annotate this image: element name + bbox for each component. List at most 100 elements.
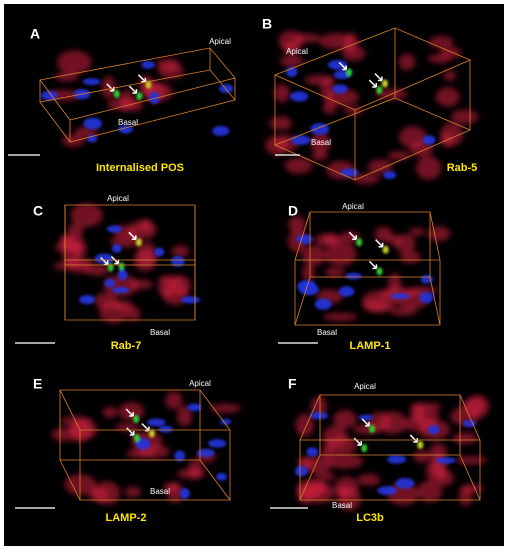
nucleus [377, 486, 398, 495]
panel-image [8, 47, 236, 156]
nucleus [94, 253, 114, 264]
cell-signal [279, 55, 304, 68]
arrow [375, 239, 384, 248]
basal-label: Basal [150, 487, 170, 496]
cell-signal [443, 70, 457, 81]
marker-spot [376, 86, 383, 95]
panel-caption: LAMP-2 [106, 512, 147, 524]
nucleus [435, 457, 456, 464]
basal-label: Basal [118, 118, 138, 127]
cell-signal [176, 405, 193, 427]
basal-label: Basal [317, 328, 337, 337]
marker-spot [135, 238, 142, 247]
marker-spot [133, 415, 140, 424]
cell-layer [46, 50, 184, 147]
nucleus [395, 477, 415, 489]
marker-spot [148, 429, 155, 438]
marker-spot [118, 262, 125, 271]
panel-caption: Rab-7 [111, 340, 142, 352]
basal-label: Basal [332, 501, 352, 510]
cell-signal [310, 131, 331, 155]
panel-image [278, 211, 451, 344]
cell-signal [412, 450, 431, 463]
cell-signal [352, 173, 380, 184]
cell-signal [388, 272, 402, 294]
arrow [125, 408, 134, 417]
marker-spot [417, 440, 424, 449]
nucleus [327, 59, 348, 70]
nucleus [135, 438, 151, 450]
cell-signal [466, 395, 490, 418]
marker-spot [346, 68, 353, 77]
panel-letter: C [33, 203, 43, 219]
panel-letter: A [30, 26, 40, 42]
cell-signal [387, 151, 411, 161]
marker-spot [381, 79, 388, 88]
cell-signal [107, 97, 136, 111]
arrow [100, 256, 109, 266]
cell-signal [387, 234, 402, 246]
nucleus [345, 272, 362, 280]
cell-signal [439, 47, 462, 59]
cell-signal [452, 432, 478, 445]
cell-signal [269, 116, 293, 131]
apical-label: Apical [107, 194, 129, 203]
cell-signal [322, 313, 358, 322]
nucleus [104, 278, 116, 288]
nucleus [83, 117, 103, 130]
nucleus [216, 472, 228, 481]
panel-image [15, 389, 242, 509]
nucleus [310, 123, 330, 135]
nucleus [147, 418, 166, 427]
marker-spot [107, 263, 114, 272]
cell-signal [398, 53, 416, 71]
nucleus [158, 425, 174, 433]
cell-signal [158, 63, 184, 80]
cell-signal [389, 307, 418, 316]
cell-signal [284, 157, 313, 174]
cell-signal [94, 292, 118, 309]
nuclei [79, 225, 201, 305]
nucleus [219, 84, 234, 94]
cell-signal [363, 299, 389, 313]
nucleus [180, 296, 201, 304]
cell-signal [171, 245, 190, 258]
arrow [353, 437, 362, 446]
nucleus [332, 84, 348, 94]
cell-signal [458, 486, 473, 506]
cell-signal [112, 301, 135, 311]
nucleus [294, 465, 308, 477]
nucleus [86, 134, 98, 143]
nucleus [299, 283, 319, 296]
cell-signal [176, 468, 206, 479]
marker-spot [136, 92, 143, 101]
arrow [126, 427, 135, 436]
arrow [106, 83, 115, 92]
cell-signal [455, 455, 488, 465]
cell-signal [409, 141, 434, 157]
nucleus [338, 286, 355, 297]
cell-signal [324, 267, 346, 278]
cell-signal [321, 446, 334, 461]
cell-signal [114, 423, 141, 432]
panel-letter: F [288, 376, 297, 392]
arrow [361, 418, 370, 427]
basal-label: Basal [311, 138, 331, 147]
panel-letter: D [288, 203, 298, 219]
cell-signal [399, 251, 422, 264]
cell-signal [440, 133, 454, 148]
nucleus [340, 168, 359, 177]
cell-signal [209, 403, 242, 413]
nucleus [148, 91, 160, 104]
nucleus [422, 135, 436, 145]
nucleus [390, 293, 411, 300]
panel-image [270, 394, 490, 511]
cell-signal [333, 409, 357, 429]
panel-caption: Internalised POS [96, 162, 184, 174]
nucleus [358, 414, 373, 421]
cell-signal [282, 41, 300, 55]
cell-signal [450, 109, 479, 124]
cell-signal [374, 226, 393, 243]
cell-signal [157, 277, 175, 298]
arrow [128, 231, 137, 241]
